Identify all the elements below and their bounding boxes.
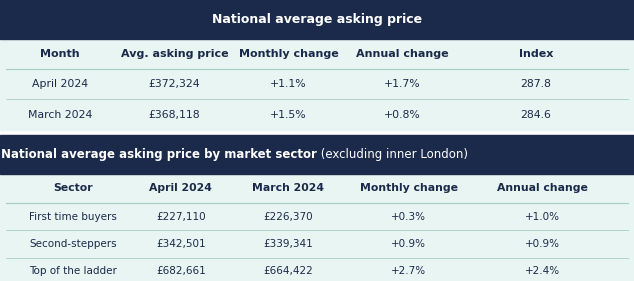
Text: £664,422: £664,422 <box>264 266 313 276</box>
Bar <box>0 174 634 281</box>
Text: £682,661: £682,661 <box>156 266 205 276</box>
Text: +0.3%: +0.3% <box>391 212 427 222</box>
Bar <box>0 135 634 174</box>
Text: Sector: Sector <box>53 183 93 193</box>
Text: £372,324: £372,324 <box>148 79 200 89</box>
Text: +0.8%: +0.8% <box>384 110 421 120</box>
Text: March 2024: March 2024 <box>252 183 325 193</box>
Text: £227,110: £227,110 <box>156 212 205 222</box>
Text: 287.8: 287.8 <box>521 79 551 89</box>
Text: +2.4%: +2.4% <box>524 266 560 276</box>
Text: Annual change: Annual change <box>496 183 588 193</box>
Text: Second-steppers: Second-steppers <box>29 239 117 249</box>
Text: Monthly change: Monthly change <box>238 49 339 59</box>
Text: Annual change: Annual change <box>356 49 449 59</box>
Text: Top of the ladder: Top of the ladder <box>29 266 117 276</box>
Text: +1.1%: +1.1% <box>270 79 307 89</box>
Text: +1.0%: +1.0% <box>524 212 560 222</box>
Text: +0.9%: +0.9% <box>524 239 560 249</box>
Text: Avg. asking price: Avg. asking price <box>120 49 228 59</box>
Text: £368,118: £368,118 <box>148 110 200 120</box>
Text: £342,501: £342,501 <box>156 239 205 249</box>
Text: +0.9%: +0.9% <box>391 239 427 249</box>
Text: National average asking price: National average asking price <box>212 13 422 26</box>
Text: April 2024: April 2024 <box>32 79 88 89</box>
Text: 284.6: 284.6 <box>521 110 551 120</box>
Text: (excluding inner London): (excluding inner London) <box>317 148 468 161</box>
Text: April 2024: April 2024 <box>149 183 212 193</box>
Text: £226,370: £226,370 <box>264 212 313 222</box>
Text: +2.7%: +2.7% <box>391 266 427 276</box>
Text: +1.7%: +1.7% <box>384 79 421 89</box>
Text: National average asking price by market sector: National average asking price by market … <box>1 148 317 161</box>
Bar <box>0 0 634 39</box>
Text: £339,341: £339,341 <box>264 239 313 249</box>
Text: +1.5%: +1.5% <box>270 110 307 120</box>
Text: March 2024: March 2024 <box>28 110 93 120</box>
Text: Month: Month <box>41 49 80 59</box>
Text: First time buyers: First time buyers <box>29 212 117 222</box>
Bar <box>0 39 634 130</box>
Text: Index: Index <box>519 49 553 59</box>
Text: Monthly change: Monthly change <box>360 183 458 193</box>
